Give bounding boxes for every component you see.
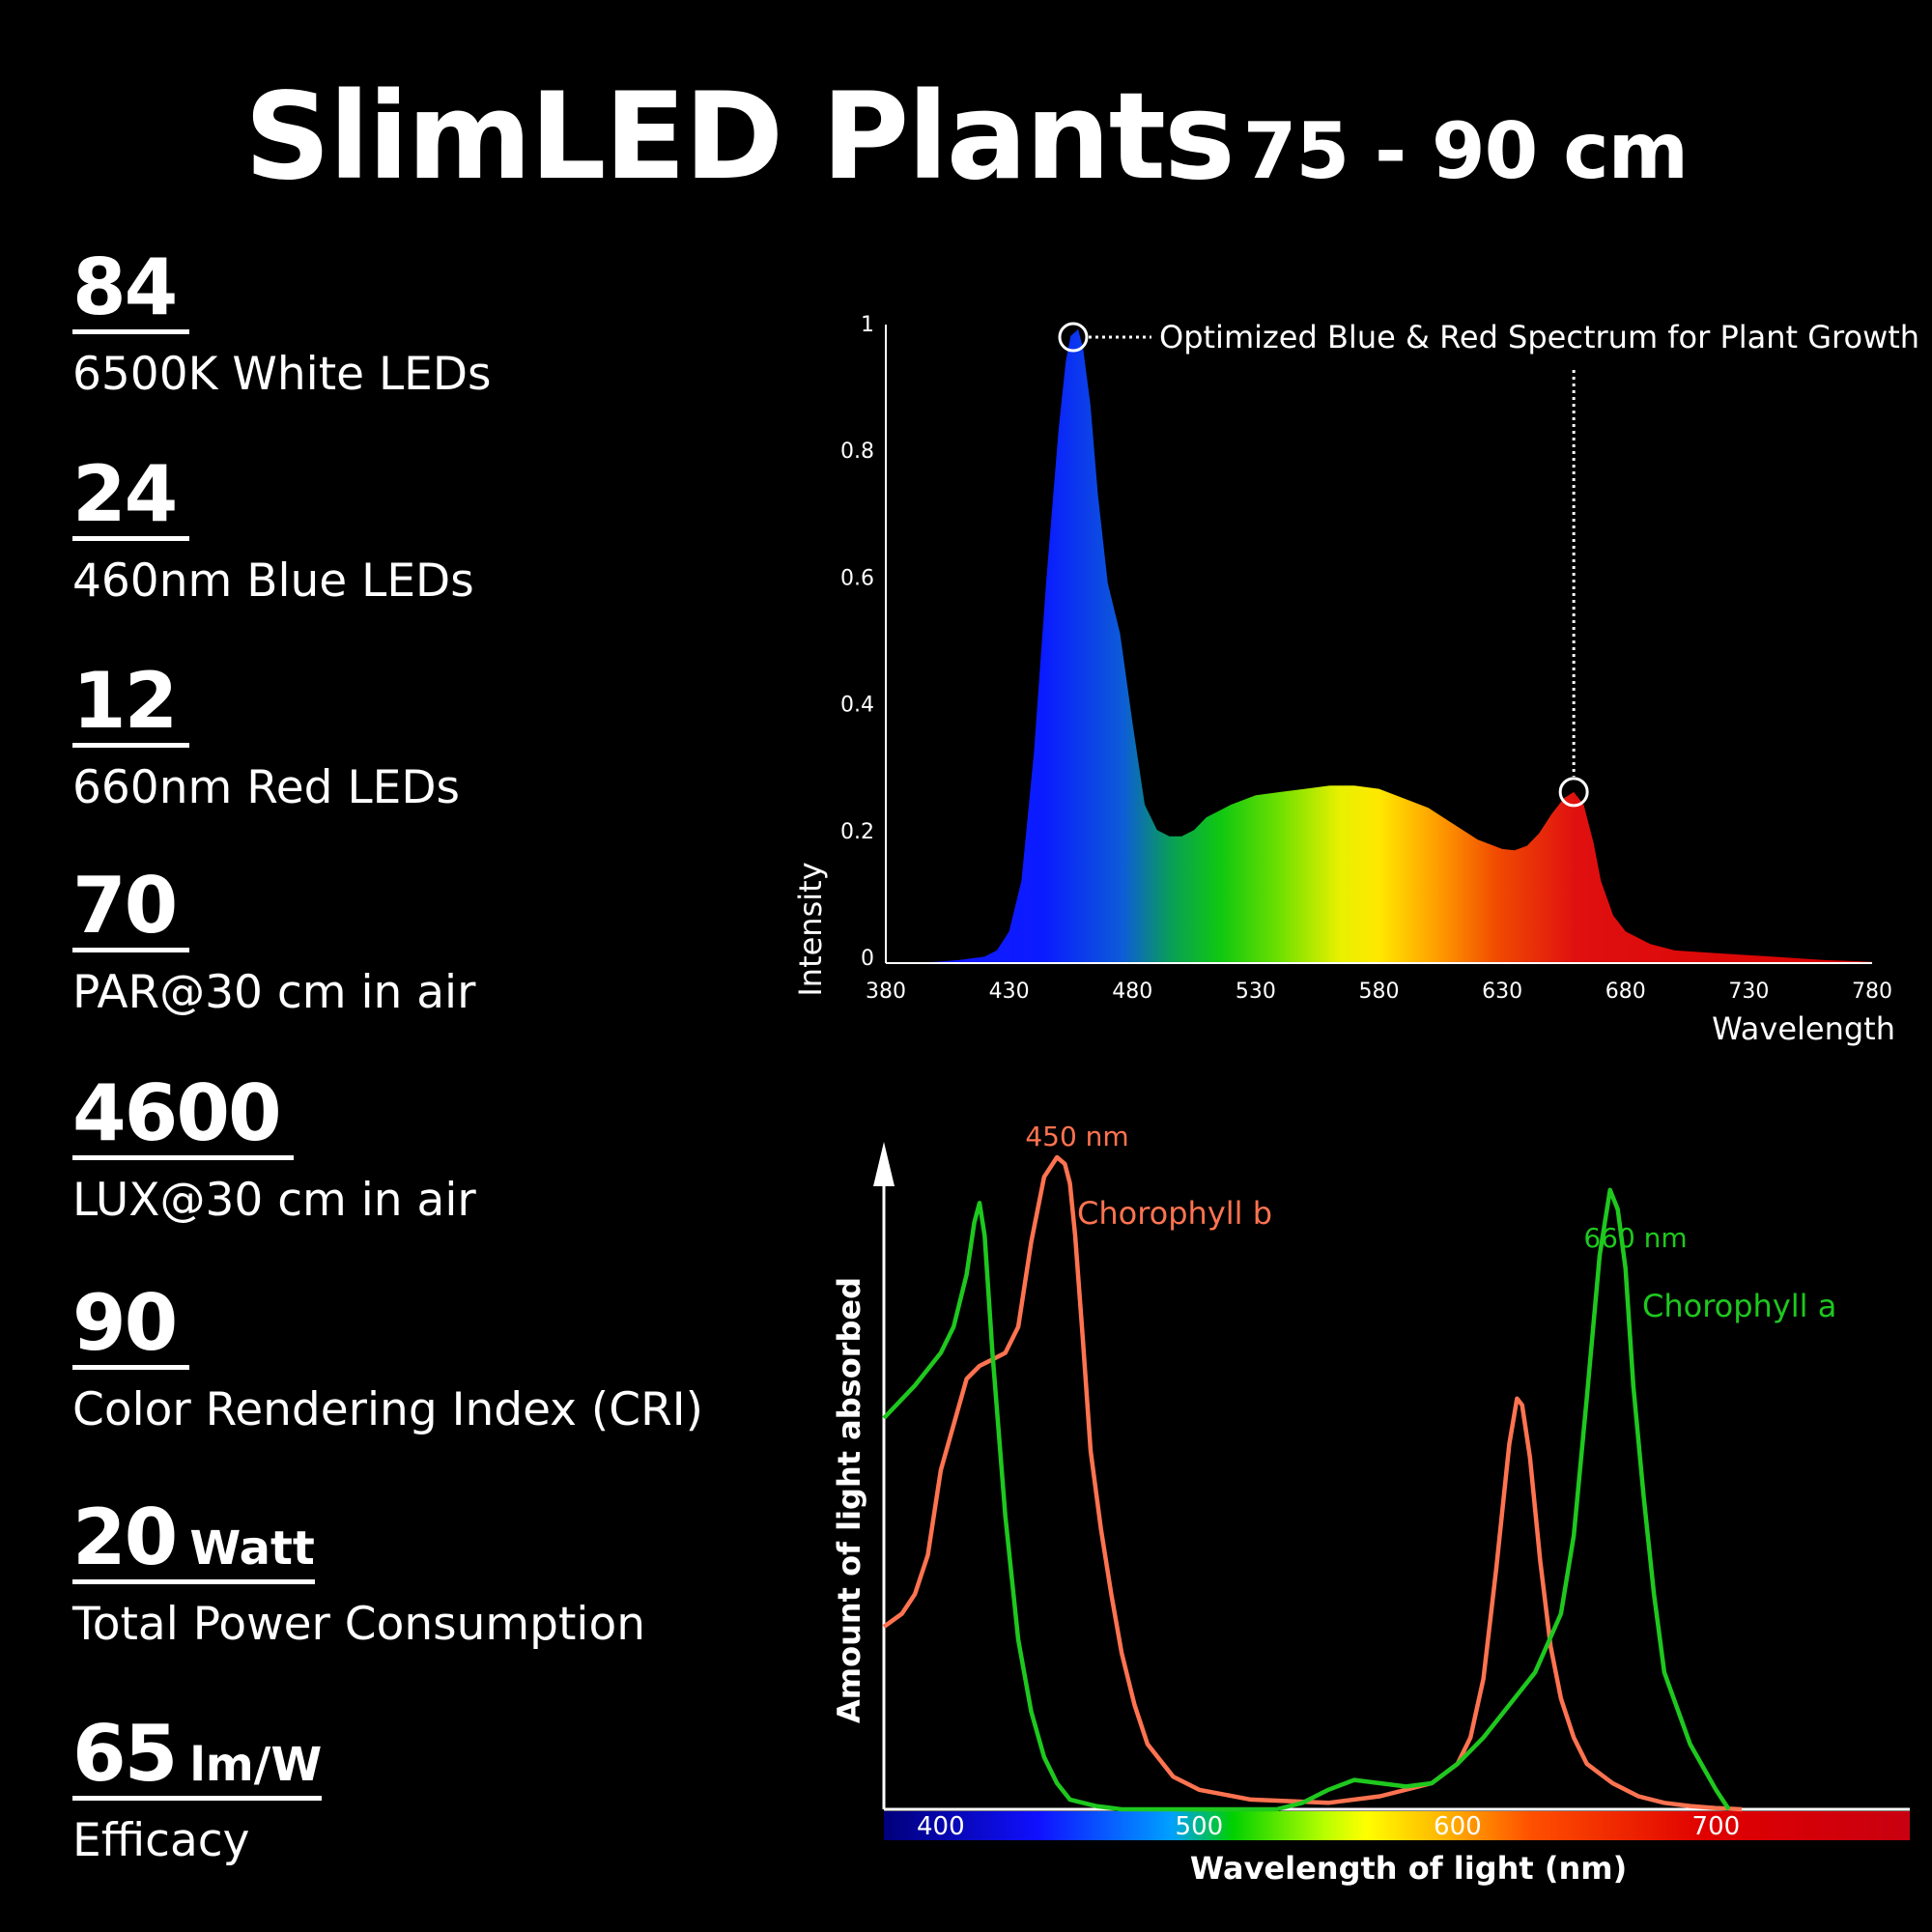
- spec-value: 4600: [72, 1068, 282, 1158]
- chlorophyll-a-peak-label: 660 nm: [1583, 1222, 1687, 1254]
- y-tick-label: 0.4: [840, 694, 874, 718]
- spectrum-chart: 0 0.2 0.4 0.6 0.8 1 380 430 480 530 580 630 680 730 78…: [792, 313, 1919, 1047]
- chlorophyll-b-line: [882, 1154, 1743, 1812]
- x-tick-label: 430: [989, 980, 1030, 1004]
- red-peak-marker: [1558, 777, 1589, 808]
- spec-label: 660nm Red LEDs: [72, 761, 461, 814]
- spec-value: 70: [72, 861, 178, 951]
- y-axis-title: Intensity: [792, 862, 829, 996]
- page-title: SlimLED Plants 75 - 90 cm: [0, 68, 1932, 207]
- y-axis-title: Amount of light absorbed: [831, 1277, 867, 1723]
- spec-item: 90 Color Rendering Index (CRI): [72, 1285, 703, 1436]
- x-tick-label: 700: [1692, 1812, 1741, 1841]
- x-tick-label: 600: [1434, 1812, 1482, 1841]
- chlorophyll-b-label: Chorophyll b: [1077, 1195, 1272, 1232]
- spec-value: 65: [72, 1709, 178, 1799]
- spec-unit: lm/W: [189, 1738, 323, 1792]
- x-tick-label: 530: [1236, 980, 1276, 1004]
- spec-label: PAR@30 cm in air: [72, 966, 476, 1019]
- y-tick-label: 0.8: [840, 440, 874, 464]
- y-axis-arrow-icon: [873, 1142, 895, 1186]
- spectrum-annotation: Optimized Blue & Red Spectrum for Plant …: [1159, 319, 1919, 355]
- spec-item: 20 Watt Total Power Consumption: [72, 1499, 645, 1651]
- spec-label: LUX@30 cm in air: [72, 1174, 476, 1227]
- chlorophyll-b-peak-label: 450 nm: [1025, 1121, 1128, 1152]
- spec-label: Color Rendering Index (CRI): [72, 1383, 703, 1436]
- spec-unit: Watt: [189, 1521, 315, 1576]
- spec-value: 12: [72, 656, 178, 746]
- y-tick-label: 1: [861, 313, 874, 337]
- product-name: SlimLED Plants: [244, 68, 1236, 207]
- x-tick-label: 480: [1112, 980, 1152, 1004]
- spec-label: Total Power Consumption: [72, 1598, 646, 1651]
- absorption-chart: 400 500 600 700 Wavelength of light (nm) Amou…: [831, 1121, 1910, 1887]
- spectrum-area: [886, 329, 1872, 963]
- spec-item: 84 6500K White LEDs: [72, 249, 492, 401]
- x-tick-label: 730: [1728, 980, 1769, 1004]
- spec-value: 24: [72, 449, 178, 539]
- wavelength-color-bar: [884, 1811, 1910, 1840]
- spec-label: 460nm Blue LEDs: [72, 554, 474, 608]
- spec-value: 84: [72, 242, 178, 332]
- spec-item: 4600 LUX@30 cm in air: [72, 1075, 476, 1227]
- spec-item: 65 lm/W Efficacy: [72, 1716, 323, 1867]
- x-tick-label: 680: [1605, 980, 1646, 1004]
- x-axis-title: Wavelength of light (nm): [1190, 1850, 1627, 1887]
- y-tick-label: 0: [861, 947, 874, 971]
- x-tick-label: 500: [1176, 1812, 1224, 1841]
- product-size: 75 - 90 cm: [1242, 106, 1689, 196]
- x-axis-title: Wavelength: [1712, 1010, 1895, 1047]
- spec-label: Efficacy: [72, 1814, 250, 1867]
- chlorophyll-a-label: Chorophyll a: [1642, 1288, 1836, 1324]
- spec-label: 6500K White LEDs: [72, 348, 492, 401]
- x-tick-label: 400: [917, 1812, 965, 1841]
- spec-value: 20: [72, 1492, 178, 1582]
- spec-item: 70 PAR@30 cm in air: [72, 867, 475, 1019]
- x-tick-label: 580: [1359, 980, 1400, 1004]
- spec-value: 90: [72, 1278, 178, 1368]
- blue-peak-marker: [1058, 322, 1089, 353]
- x-tick-label: 630: [1482, 980, 1522, 1004]
- spec-item: 24 460nm Blue LEDs: [72, 456, 474, 608]
- y-tick-label: 0.6: [840, 566, 874, 590]
- x-tick-label: 380: [866, 980, 906, 1004]
- chlorophyll-a-line: [882, 1187, 1731, 1812]
- spec-item: 12 660nm Red LEDs: [72, 663, 460, 814]
- x-tick-label: 780: [1852, 980, 1892, 1004]
- y-tick-label: 0.2: [840, 820, 874, 844]
